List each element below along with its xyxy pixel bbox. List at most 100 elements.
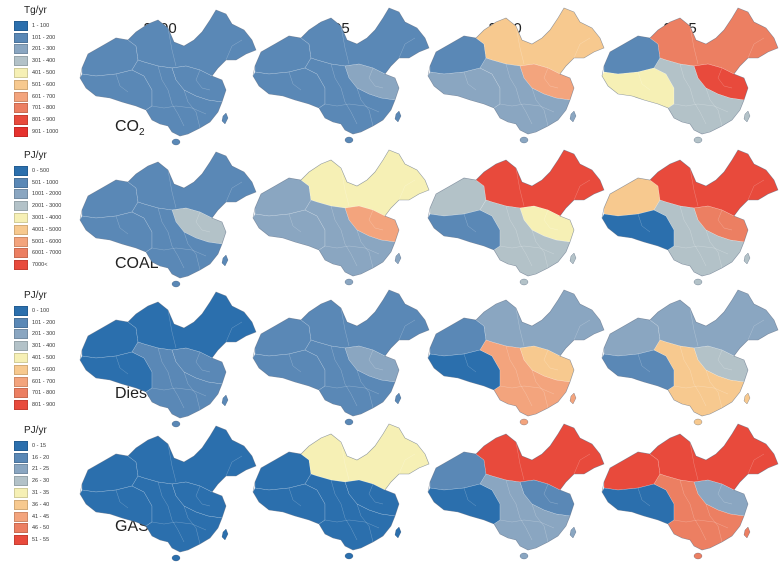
- map-region: [601, 483, 675, 525]
- legend-swatch: [14, 79, 28, 90]
- province-border: [183, 371, 201, 411]
- island-taiwan: [743, 526, 751, 539]
- province-border: [288, 353, 302, 373]
- legend-swatch: [14, 32, 28, 43]
- map-region: [252, 209, 326, 251]
- legend-item: 1001 - 2000: [14, 189, 61, 201]
- province-border: [225, 321, 243, 343]
- legend-item: 3001 - 4000: [14, 212, 61, 224]
- map-region: [81, 319, 139, 359]
- province-border: [115, 215, 129, 235]
- province-border: [167, 27, 177, 67]
- province-border: [515, 307, 525, 347]
- legend-item: 16 - 20: [14, 452, 49, 464]
- province-border: [543, 483, 559, 505]
- map-region: [79, 351, 153, 393]
- legend-item: 701 - 800: [14, 103, 58, 115]
- province-border: [183, 231, 201, 271]
- legend-range-label: 3001 - 4000: [32, 215, 62, 222]
- province-border: [463, 487, 477, 507]
- legend-item: 601 - 700: [14, 376, 55, 388]
- island-hainan: [344, 278, 354, 286]
- legend-range-label: 51 - 55: [32, 537, 50, 544]
- legend-swatch: [14, 20, 28, 31]
- country-outline: [601, 423, 779, 551]
- province-border: [679, 63, 707, 125]
- province-border: [717, 483, 733, 505]
- province-border: [689, 167, 699, 207]
- province-border: [705, 87, 723, 127]
- island-hainan: [171, 420, 181, 428]
- legend-range-label: 1 - 100: [32, 22, 50, 29]
- legend-range-label: 201 - 300: [32, 331, 56, 338]
- province-border: [747, 37, 765, 59]
- legend-item: 41 - 45: [14, 511, 49, 523]
- legend-swatch: [14, 91, 28, 102]
- province-border: [747, 453, 765, 475]
- island-taiwan: [569, 392, 577, 405]
- legend-item: 51 - 55: [14, 534, 49, 546]
- legend-range-label: 0 - 100: [32, 307, 50, 314]
- legend-item: 801 - 900: [14, 399, 55, 411]
- province-border: [689, 307, 699, 347]
- province-border: [717, 67, 733, 89]
- province-border: [679, 205, 707, 267]
- legend-item: 2001 - 3000: [14, 200, 61, 212]
- map-region: [603, 177, 661, 217]
- province-border: [183, 89, 201, 129]
- legend-item: 501 - 1000: [14, 177, 61, 189]
- map-region: [603, 451, 661, 491]
- country-outline: [79, 9, 257, 137]
- map-coal-2010: [427, 149, 605, 286]
- legend-item: 501 - 600: [14, 364, 55, 376]
- province-border: [324, 385, 380, 395]
- province-border: [515, 441, 525, 481]
- province-border: [151, 387, 207, 397]
- legend-swatch: [14, 364, 28, 375]
- map-region: [427, 209, 501, 251]
- legend-swatch: [14, 224, 28, 235]
- province-border: [340, 441, 350, 481]
- map-region: [603, 317, 661, 357]
- country-outline: [427, 7, 605, 135]
- province-border: [115, 489, 129, 509]
- island-taiwan: [743, 392, 751, 405]
- legend-swatch: [14, 56, 28, 67]
- province-border: [356, 369, 374, 409]
- legend-swatch: [14, 165, 28, 176]
- legend-item: 101 - 200: [14, 317, 55, 329]
- map-region: [254, 177, 312, 217]
- province-border: [515, 167, 525, 207]
- legend-item: 0 - 500: [14, 165, 61, 177]
- country-outline: [252, 7, 430, 135]
- province-border: [115, 73, 129, 93]
- island-hainan: [519, 418, 529, 426]
- province-border: [330, 63, 358, 125]
- legend-range-label: 601 - 700: [32, 93, 56, 100]
- map-gas-2015: [601, 423, 779, 560]
- province-border: [717, 349, 733, 371]
- province-border: [705, 503, 723, 543]
- legend-item: 201 - 300: [14, 44, 58, 56]
- legend-item: 501 - 600: [14, 79, 58, 91]
- map-region: [429, 177, 487, 217]
- province-border: [705, 229, 723, 269]
- island-taiwan: [394, 526, 402, 539]
- island-taiwan: [743, 252, 751, 265]
- legend-item: 201 - 300: [14, 329, 55, 341]
- legend-item: 0 - 15: [14, 440, 49, 452]
- province-border: [747, 179, 765, 201]
- island-hainan: [171, 554, 181, 562]
- map-region: [254, 317, 312, 357]
- map-coal-2005: [252, 149, 430, 286]
- province-border: [324, 519, 380, 529]
- island-taiwan: [221, 112, 229, 125]
- map-coal-2000: [79, 151, 257, 288]
- legend-swatch: [14, 400, 28, 411]
- legend-item: 101 - 200: [14, 32, 58, 44]
- legend-item: 601 - 700: [14, 91, 58, 103]
- legend-range-label: 16 - 20: [32, 454, 50, 461]
- map-region: [252, 67, 326, 109]
- province-border: [368, 67, 384, 89]
